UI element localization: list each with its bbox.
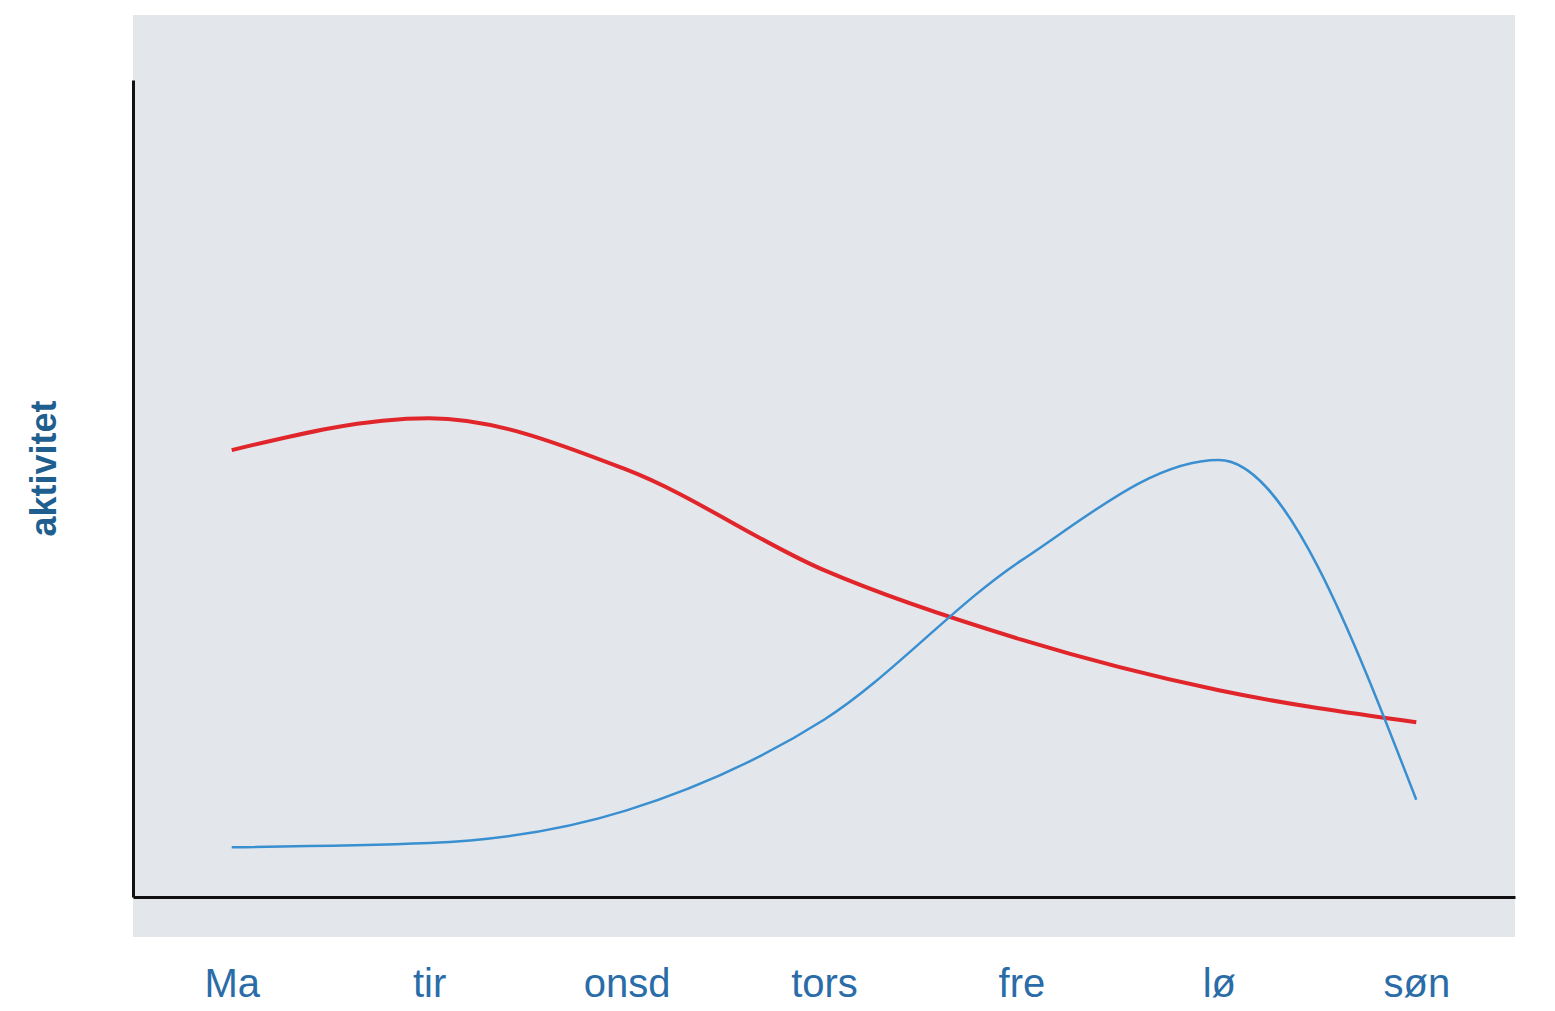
plot-marks [232,418,1417,847]
x-tick-label: tir [413,961,446,1005]
x-tick-label: fre [999,961,1046,1005]
x-tick-label: søn [1383,961,1450,1005]
x-tick: onsd [584,897,671,1005]
chart-svg: Ma tir onsd tors fre lø søn aktivitet [0,0,1555,1011]
x-tick: tir [413,897,446,1005]
x-tick: Ma [204,897,260,1005]
y-axis [133,81,134,898]
x-axis: Ma tir onsd tors fre lø søn [134,897,1516,1005]
x-tick: lø [1203,897,1236,1005]
x-tick-label: onsd [584,961,671,1005]
background-panel [133,15,1515,937]
x-tick: søn [1383,897,1450,1005]
series-line [232,460,1417,847]
y-axis-line [132,81,135,898]
x-tick: fre [999,897,1046,1005]
x-tick: tors [791,897,858,1005]
chart-container: Ma tir onsd tors fre lø søn aktivitet [0,0,1555,1011]
x-axis-line [134,896,1516,899]
x-tick-label: Ma [204,961,260,1005]
x-tick-label: lø [1203,961,1236,1005]
x-tick-label: tors [791,961,858,1005]
y-axis-title: aktivitet [23,400,64,536]
